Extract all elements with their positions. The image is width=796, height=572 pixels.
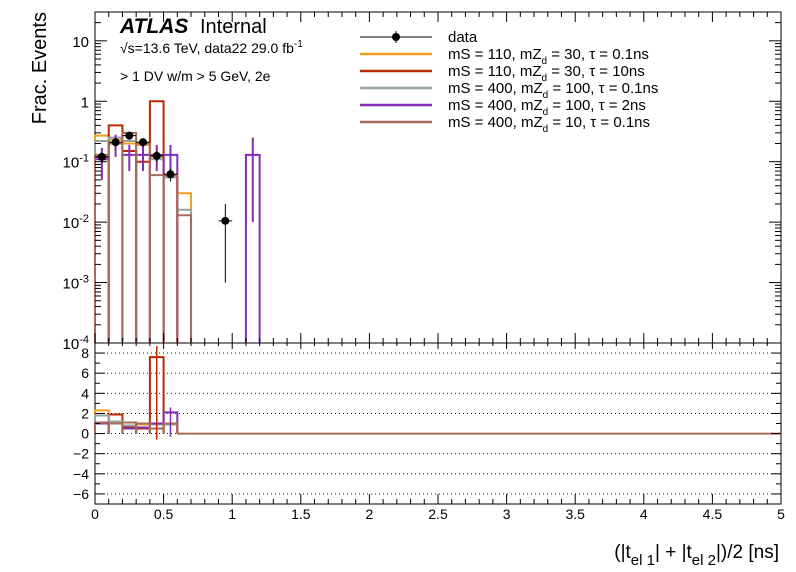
x-axis-label: (|tel 1| + |tel 2|)/2 [ns]	[614, 542, 779, 569]
ratio-y-tick-label: 6	[81, 365, 89, 381]
ratio-y-tick-label: 0	[81, 426, 89, 442]
x-tick-label: 1	[228, 506, 236, 522]
x-tick-label: 3.5	[565, 506, 585, 522]
ratio-histograms	[94, 346, 781, 440]
ratio-y-tick-label: 2	[81, 405, 89, 421]
y-tick-label: 10	[72, 34, 89, 51]
data-point	[152, 151, 161, 160]
y-tick-label: 10-3	[63, 274, 89, 293]
data-point	[166, 170, 175, 179]
legend-marker	[392, 33, 400, 41]
signal-histograms	[94, 100, 261, 343]
data-point	[111, 138, 120, 147]
x-tick-label: 4	[640, 506, 648, 522]
y-tick-label: 10-2	[63, 213, 89, 232]
legend-text: mS = 400, mZd = 100, τ = 2ns	[448, 97, 646, 118]
x-tick-label: 2.5	[428, 506, 448, 522]
data-point	[97, 152, 106, 161]
x-tick-label: 0.5	[154, 506, 174, 522]
axes-ticks: 0 0.5 1 1.5 2 2.5 3 3.5 4 4.5 5 10 1 10-1 10-2 10-3 10-4…	[63, 11, 785, 522]
ratio-y-tick-label: 8	[81, 345, 89, 361]
y-tick-label: 10-4	[63, 334, 89, 353]
data-point	[125, 131, 134, 140]
legend-text: mS = 110, mZd = 30, τ = 10ns	[448, 63, 645, 84]
ratio-y-tick-label: −2	[73, 446, 89, 462]
x-tick-label: 1.5	[291, 506, 311, 522]
internal-label: Internal	[200, 16, 267, 38]
energy-label: √s=13.6 TeV, data22 29.0 fb-1	[120, 39, 303, 56]
y-axis-label: Frac. Events	[29, 12, 51, 124]
legend-text: mS = 400, mZd = 10, τ = 0.1ns	[448, 114, 650, 135]
x-tick-label: 5	[777, 506, 785, 522]
data-point	[221, 216, 230, 225]
y-tick-label: 10-1	[63, 153, 89, 172]
x-tick-label: 3	[503, 506, 511, 522]
legend-text: mS = 400, mZd = 100, τ = 0.1ns	[448, 80, 658, 101]
ratio-y-tick-label: −6	[73, 486, 89, 502]
main-panel-frame	[94, 11, 782, 344]
x-tick-label: 0	[91, 506, 99, 522]
ratio-y-tick-label: 4	[81, 385, 89, 401]
x-tick-label: 2	[366, 506, 374, 522]
legend-text: mS = 110, mZd = 30, τ = 0.1ns	[448, 46, 649, 67]
atlas-label: ATLAS	[119, 15, 188, 38]
x-tick-label: 4.5	[703, 506, 723, 522]
ratio-gridlines	[95, 352, 781, 495]
selection-label: > 1 DV w/m > 5 GeV, 2e	[120, 68, 271, 84]
ratio-y-tick-label: −4	[73, 466, 89, 482]
y-tick-label: 1	[81, 94, 89, 111]
ratio-panel-frame	[94, 342, 782, 505]
legend-text: data	[448, 29, 478, 46]
data-points	[95, 131, 233, 283]
data-point	[139, 138, 148, 147]
